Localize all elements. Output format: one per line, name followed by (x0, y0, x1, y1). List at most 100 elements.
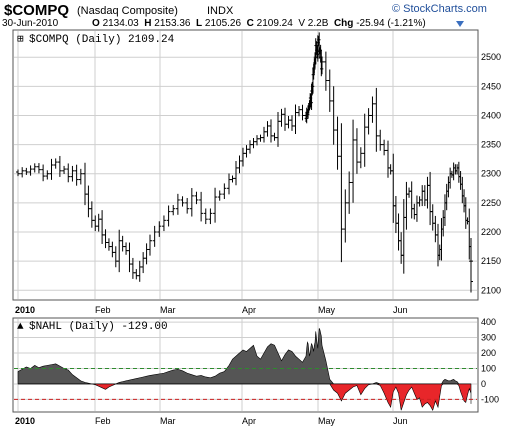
price-bar (62, 165, 67, 175)
close-label: C (246, 18, 254, 29)
high-label: H (144, 18, 152, 29)
price-bar (32, 163, 37, 173)
price-bar (327, 69, 332, 112)
low-label: L (196, 18, 203, 29)
price-bar (213, 187, 218, 223)
nahl-y-tick-label: 300 (481, 333, 496, 343)
price-bar (24, 167, 29, 175)
price-y-tick-label: 2450 (481, 81, 501, 91)
price-bar (49, 158, 54, 180)
open-value: 2134.03 (102, 18, 139, 29)
nahl-legend-icon: ▲ (17, 321, 24, 333)
quote-line: O 2134.03 H 2153.36 L 2105.26 C 2109.24 … (92, 18, 426, 29)
open-label: O (92, 18, 100, 29)
nahl-y-tick-label: 100 (481, 363, 496, 373)
price-y-tick-label: 2150 (481, 256, 501, 266)
price-bar (66, 163, 71, 183)
price-bar (199, 191, 204, 222)
price-bar (382, 139, 387, 156)
price-bar (374, 87, 379, 152)
low-value: 2105.26 (204, 18, 242, 29)
volume-value: V 2.2B (298, 18, 329, 29)
price-bar (41, 164, 46, 182)
price-bar (378, 129, 383, 151)
price-bar (148, 234, 152, 256)
price-bar (152, 225, 157, 247)
price-bar (166, 205, 171, 227)
price-bar (358, 147, 363, 169)
price-bar (161, 215, 166, 232)
price-y-tick-label: 2300 (481, 169, 501, 179)
price-bars (16, 32, 473, 293)
price-bar (157, 221, 162, 237)
price-x-tick-label: Apr (242, 305, 256, 315)
nahl-panel-title: $NAHL (Daily) -129.00 (29, 321, 168, 333)
price-bar (217, 190, 222, 201)
price-y-tick-label: 2500 (481, 52, 501, 62)
nahl-x-tick-label: Mar (160, 416, 176, 426)
price-x-tick-label: 2010 (15, 305, 35, 315)
index-name: (Nasdaq Composite) (77, 5, 178, 17)
price-y-axis: 2100 2150 2200 2250 2300 2350 2400 2450 2500 (481, 52, 501, 295)
nahl-area (17, 328, 472, 411)
price-bar (16, 169, 20, 177)
nahl-y-tick-label: 200 (481, 348, 496, 358)
change-value: -25.94 (-1.21%) (356, 18, 426, 29)
price-bar (189, 188, 194, 217)
index-class: INDX (207, 5, 234, 17)
price-bar (74, 164, 79, 186)
price-bar (335, 116, 340, 170)
nahl-negative-area (18, 383, 472, 411)
price-y-tick-label: 2200 (481, 227, 501, 237)
symbol-title: $COMPQ (4, 2, 70, 19)
price-bar (171, 205, 176, 216)
price-bar (20, 167, 25, 178)
nahl-x-tick-label: Apr (242, 416, 256, 426)
price-x-axis: 2010 Feb Mar Apr May Jun (15, 305, 408, 315)
price-bar (370, 96, 375, 123)
brand-link[interactable]: © StockCharts.com (392, 3, 487, 15)
price-y-tick-label: 2350 (481, 140, 501, 150)
price-bar (36, 163, 41, 174)
price-bar (351, 119, 356, 203)
chevron-down-icon[interactable] (456, 21, 464, 27)
price-gridlines (14, 31, 477, 299)
price-bar (366, 108, 371, 135)
price-bar (339, 123, 344, 263)
price-y-tick-label: 2250 (481, 198, 501, 208)
price-panel-frame (12, 29, 479, 301)
price-y-tick-label: 2100 (481, 285, 501, 295)
price-bar (70, 165, 75, 182)
price-bar (208, 208, 213, 225)
price-x-tick-label: Jun (393, 305, 408, 315)
high-value: 2153.36 (154, 18, 191, 29)
nahl-y-tick-label: -100 (481, 394, 499, 404)
nahl-x-tick-label: Jun (393, 416, 408, 426)
price-bar (203, 208, 208, 225)
price-bar (180, 196, 185, 207)
nahl-x-tick-label: Feb (95, 416, 111, 426)
price-bar (469, 250, 473, 293)
nahl-x-tick-label: May (318, 416, 336, 426)
nahl-x-axis: 2010 Feb Mar Apr May Jun (15, 416, 408, 426)
price-legend-icon: ⊞ (17, 34, 24, 46)
price-bar (222, 183, 227, 200)
nahl-x-tick-label: 2010 (15, 416, 35, 426)
price-bar (175, 193, 180, 215)
price-x-tick-label: Feb (95, 305, 111, 315)
nahl-reference-lines (14, 367, 477, 400)
price-bar (343, 189, 348, 243)
price-x-tick-label: Mar (160, 305, 176, 315)
price-bar (57, 155, 62, 177)
price-bar (194, 191, 199, 205)
close-value: 2109.24 (256, 18, 293, 29)
change-label: Chg (333, 18, 354, 29)
price-bar (347, 171, 352, 214)
price-bar (320, 56, 324, 75)
price-bar (354, 128, 359, 174)
price-bar (45, 170, 50, 180)
price-bar (362, 113, 367, 167)
price-bar (53, 158, 58, 169)
